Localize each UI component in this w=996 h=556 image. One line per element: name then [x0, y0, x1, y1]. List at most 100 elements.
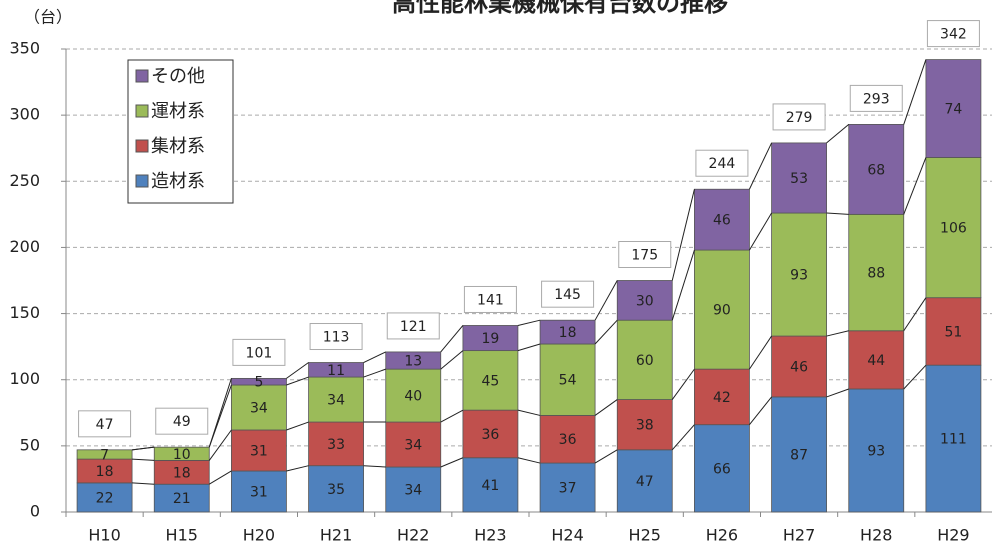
legend-label: その他 — [151, 66, 205, 87]
data-label: 53 — [790, 171, 808, 187]
bar-segment — [925, 157, 982, 299]
x-tick-label: H24 — [551, 526, 583, 545]
connector — [286, 465, 309, 472]
bar-segment — [308, 465, 364, 513]
data-label: 44 — [867, 353, 885, 369]
total-box — [78, 410, 132, 438]
bar-segment — [616, 319, 673, 400]
data-label: 18 — [559, 325, 577, 341]
data-label: 34 — [404, 438, 422, 454]
bar-segment — [771, 212, 827, 337]
y-tick-label: 100 — [9, 369, 40, 388]
connector — [517, 343, 541, 352]
connector — [208, 470, 232, 485]
y-tick-label: 350 — [9, 39, 40, 58]
bar-segment — [385, 368, 442, 423]
bar-segment — [848, 388, 905, 513]
bar-segment — [76, 449, 133, 460]
connector — [440, 409, 464, 423]
connector — [594, 449, 618, 464]
total-box — [386, 312, 440, 340]
bar-segment — [462, 457, 519, 513]
bar-segment — [385, 466, 442, 513]
connector — [594, 399, 618, 416]
data-label: 46 — [790, 359, 808, 375]
y-tick-label: 250 — [9, 171, 40, 190]
connector — [517, 409, 541, 416]
connector — [671, 368, 695, 400]
connector — [671, 424, 695, 451]
connector — [594, 280, 618, 321]
connector — [363, 465, 386, 468]
total-label: 145 — [554, 287, 581, 303]
y-tick-label: 200 — [9, 237, 40, 256]
bar-segment — [539, 343, 596, 416]
data-label: 34 — [250, 400, 268, 416]
connector — [903, 297, 927, 332]
bar-segment — [385, 421, 442, 468]
data-label: 47 — [636, 474, 654, 490]
connector — [286, 421, 309, 431]
bar-segment — [462, 409, 519, 459]
data-label: 111 — [940, 432, 967, 448]
data-label: 51 — [945, 324, 963, 340]
legend-swatch — [135, 104, 149, 118]
total-box — [849, 84, 903, 112]
connector — [749, 396, 772, 426]
legend-label: 造材系 — [151, 171, 205, 192]
bar-segment — [462, 325, 519, 352]
bar-segment — [539, 319, 596, 345]
connector — [208, 429, 232, 461]
connector — [517, 319, 541, 326]
connector — [594, 319, 618, 345]
x-tick-label: H23 — [474, 526, 506, 545]
total-label: 121 — [400, 319, 427, 335]
data-label: 93 — [867, 443, 885, 459]
total-box — [618, 241, 672, 268]
bar-segment — [308, 362, 364, 378]
data-label: 13 — [404, 354, 422, 370]
data-label: 34 — [404, 483, 422, 499]
data-label: 37 — [559, 481, 577, 497]
connector — [903, 157, 927, 215]
total-box — [309, 323, 363, 351]
data-label: 5 — [254, 375, 263, 391]
connector — [903, 59, 927, 125]
data-label: 21 — [173, 491, 191, 507]
x-tick-label: H25 — [629, 526, 661, 545]
data-label: 74 — [945, 102, 963, 118]
x-tick-label: H15 — [166, 526, 198, 545]
legend-label: 集材系 — [151, 136, 205, 157]
connector — [671, 249, 695, 321]
connector — [286, 362, 309, 379]
connector — [440, 457, 464, 468]
chart-title: 高性能林業機械保有台数の推移 — [392, 0, 728, 17]
total-box — [772, 103, 826, 131]
bar-segment — [308, 376, 364, 423]
data-label: 18 — [173, 465, 191, 481]
x-tick-label: H29 — [937, 526, 969, 545]
data-label: 19 — [482, 331, 500, 347]
data-label: 36 — [482, 427, 500, 443]
x-tick-label: H21 — [320, 526, 352, 545]
data-label: 41 — [482, 478, 500, 494]
bar-segment — [231, 470, 287, 513]
data-label: 40 — [404, 389, 422, 405]
y-axis-label: （台） — [24, 8, 72, 27]
data-label: 18 — [96, 464, 114, 480]
connector — [826, 388, 849, 398]
connector — [749, 335, 772, 370]
bar-segment — [385, 351, 442, 370]
data-label: 42 — [713, 390, 731, 406]
connector — [826, 330, 849, 337]
data-label: 34 — [327, 393, 345, 409]
data-label: 54 — [559, 373, 577, 389]
data-label: 31 — [250, 443, 268, 459]
bar-segment — [616, 280, 673, 321]
connector — [826, 212, 849, 215]
x-tick-label: H20 — [243, 526, 275, 545]
total-label: 244 — [709, 156, 736, 172]
data-label: 45 — [482, 373, 500, 389]
x-tick-label: H26 — [706, 526, 738, 545]
